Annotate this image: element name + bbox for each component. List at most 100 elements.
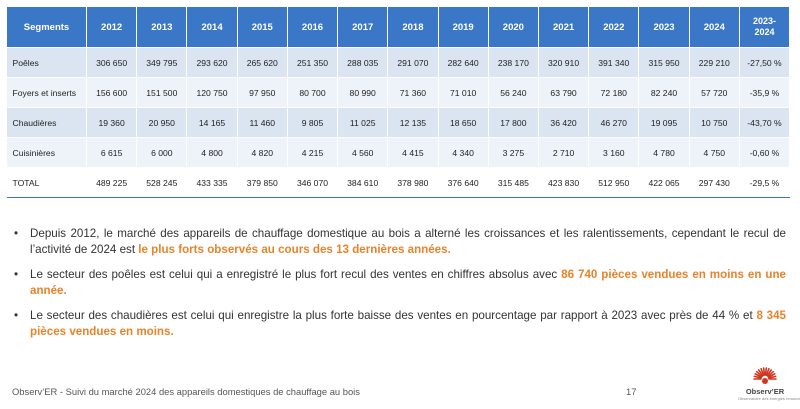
table-cell: 156 600 — [86, 77, 138, 108]
column-header: 2015 — [236, 6, 288, 48]
bullet-highlight: le plus forts observés au cours des 13 d… — [138, 242, 451, 256]
table-cell: 63 790 — [538, 77, 590, 108]
table-cell: 46 270 — [588, 107, 640, 138]
column-header: 2022 — [588, 6, 640, 48]
table-cell: 282 640 — [438, 47, 489, 78]
table-cell: 293 620 — [186, 47, 238, 78]
table-cell: 3 160 — [588, 137, 640, 168]
table-cell: 4 750 — [689, 137, 741, 168]
bullet-item: • Depuis 2012, le marché des appareils de… — [14, 226, 786, 257]
bullet-list: • Depuis 2012, le marché des appareils de… — [14, 226, 786, 350]
variation-cell: -29,5 % — [739, 167, 790, 198]
table-cell: 18 650 — [438, 107, 489, 138]
table-row: Poêles 306 650 349 795 293 620 265 620 251 35… — [6, 47, 790, 78]
table-cell: 3 275 — [488, 137, 539, 168]
bullet-dot: • — [14, 268, 19, 282]
bullet-text: Depuis 2012, le marché des appareils de … — [30, 227, 786, 256]
table-cell: 80 990 — [337, 77, 389, 108]
table-cell: 71 010 — [438, 77, 489, 108]
table-cell: 14 165 — [186, 107, 238, 138]
observer-logo: Observ’ER Observatoire des énergies reno… — [738, 366, 800, 406]
table-cell: 10 750 — [689, 107, 741, 138]
table-header-row: Segments 2012 2013 2014 2015 2016 2017 2018 2019… — [6, 6, 790, 48]
column-header: 2020 — [487, 6, 539, 48]
sun-rays-icon — [753, 367, 777, 384]
table-cell: 80 700 — [287, 77, 339, 108]
table-cell: 11 460 — [237, 107, 288, 138]
table-cell: 291 070 — [387, 47, 439, 78]
table-cell: 12 135 — [387, 107, 439, 138]
column-header: 2012 — [85, 6, 138, 48]
table-cell: 391 340 — [588, 47, 640, 78]
table-cell: 288 035 — [337, 47, 389, 78]
column-header: 2023 — [638, 6, 690, 48]
table-cell: 56 240 — [488, 77, 539, 108]
segment-label: Foyers et inserts — [6, 77, 87, 108]
table-cell: 229 210 — [689, 47, 741, 78]
table-cell: 57 720 — [689, 77, 741, 108]
logo-tagline: Observatoire des énergies renouvelables — [738, 396, 800, 401]
column-header: 2016 — [286, 6, 339, 48]
column-header: 2024 — [688, 6, 741, 48]
segment-label: Poêles — [6, 47, 87, 78]
table-cell: 349 795 — [136, 47, 188, 78]
table-cell: 422 065 — [638, 167, 690, 198]
column-header: 2023- 2024 — [739, 6, 790, 48]
table-cell: 297 430 — [689, 167, 741, 198]
table-cell: 315 950 — [638, 47, 690, 78]
bullet-text: Le secteur des chaudières est celui qui … — [30, 309, 757, 323]
footer-source: Observ’ER - Suivi du marché 2024 des app… — [12, 386, 360, 397]
table-cell: 4 560 — [337, 137, 389, 168]
table-cell: 19 095 — [638, 107, 690, 138]
table-cell: 6 615 — [86, 137, 138, 168]
bullet-highlight: 86 740 pièces vendues en moins en une an… — [30, 268, 786, 297]
column-header: 2017 — [337, 6, 389, 48]
table-cell: 315 485 — [488, 167, 539, 198]
table-cell: 384 610 — [337, 167, 389, 198]
column-header: 2018 — [387, 6, 439, 48]
table-cell: 489 225 — [86, 167, 138, 198]
table-cell: 423 830 — [538, 167, 590, 198]
variation-cell: -35,9 % — [739, 77, 790, 108]
table-cell: 512 950 — [588, 167, 640, 198]
bullet-item: • Le secteur des poêles est celui qui a e… — [14, 267, 786, 298]
table-cell: 4 800 — [186, 137, 238, 168]
page-number: 17 — [626, 386, 637, 397]
table-cell: 376 640 — [438, 167, 489, 198]
column-header: 2021 — [537, 6, 590, 48]
table-cell: 2 710 — [538, 137, 590, 168]
bullet-dot: • — [14, 309, 19, 323]
table-cell: 11 025 — [337, 107, 389, 138]
table-row: Chaudières 19 360 20 950 14 165 11 460 9 805 1… — [6, 107, 790, 138]
sales-table: Segments 2012 2013 2014 2015 2016 2017 2018 2019… — [6, 6, 790, 198]
column-header: 2014 — [186, 6, 238, 48]
column-header-segments: Segments — [6, 6, 87, 48]
table-cell: 265 620 — [237, 47, 288, 78]
table-cell: 251 350 — [287, 47, 339, 78]
table-cell: 433 335 — [186, 167, 238, 198]
segment-label: Chaudières — [6, 107, 87, 138]
table-body: Poêles 306 650 349 795 293 620 265 620 251 35… — [6, 47, 790, 198]
table-cell: 20 950 — [136, 107, 188, 138]
bullet-dot: • — [14, 227, 19, 240]
variation-cell: -0,60 % — [739, 137, 790, 168]
bullet-item: • Le secteur des chaudières est celui qui… — [14, 308, 786, 339]
table-cell: 4 340 — [438, 137, 489, 168]
table-cell: 17 800 — [488, 107, 539, 138]
table-cell: 4 780 — [638, 137, 690, 168]
table-cell: 120 750 — [186, 77, 238, 108]
table-row: Cuisinières 6 615 6 000 4 800 4 820 4 215 4 56… — [6, 137, 790, 168]
table-cell: 346 070 — [287, 167, 339, 198]
table-cell: 4 820 — [237, 137, 288, 168]
table-cell: 9 805 — [287, 107, 339, 138]
table-cell: 379 850 — [237, 167, 288, 198]
sales-table-container: Segments 2012 2013 2014 2015 2016 2017 2018 2019… — [6, 6, 790, 198]
table-cell: 72 180 — [588, 77, 640, 108]
table-cell: 528 245 — [136, 167, 188, 198]
table-row-total: TOTAL 489 225 528 245 433 335 379 850 346 070… — [6, 167, 790, 198]
variation-cell: -27,50 % — [739, 47, 790, 78]
column-header: 2019 — [437, 6, 489, 48]
variation-cell: -43,70 % — [739, 107, 790, 138]
table-row: Foyers et inserts 156 600 151 500 120 750 97… — [6, 77, 790, 108]
table-cell: 36 420 — [538, 107, 590, 138]
